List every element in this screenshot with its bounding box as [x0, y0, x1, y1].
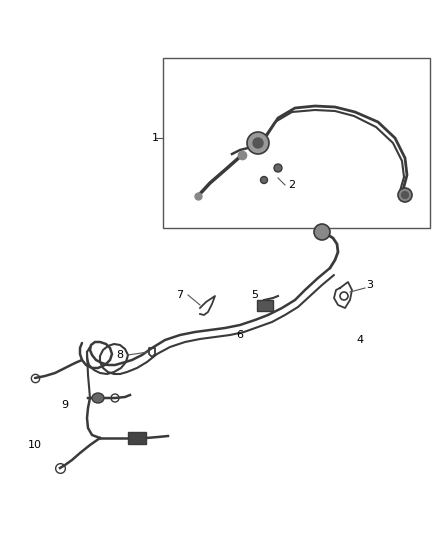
Text: 7: 7: [177, 290, 184, 300]
Ellipse shape: [398, 188, 412, 202]
Text: 5: 5: [251, 290, 258, 300]
Ellipse shape: [402, 191, 409, 198]
Ellipse shape: [92, 393, 104, 403]
Text: 6: 6: [237, 330, 244, 340]
Text: 10: 10: [28, 440, 42, 450]
Bar: [128, 432, 146, 444]
Text: 3: 3: [367, 280, 374, 290]
Bar: [257, 300, 273, 311]
Ellipse shape: [253, 138, 263, 148]
Bar: [163, 58, 430, 228]
Ellipse shape: [261, 176, 268, 183]
Ellipse shape: [247, 132, 269, 154]
Text: 2: 2: [289, 180, 296, 190]
Text: 9: 9: [61, 400, 69, 410]
Text: 4: 4: [357, 335, 364, 345]
Ellipse shape: [314, 224, 330, 240]
Text: 1: 1: [152, 133, 159, 143]
Text: 8: 8: [117, 350, 124, 360]
Ellipse shape: [274, 164, 282, 172]
